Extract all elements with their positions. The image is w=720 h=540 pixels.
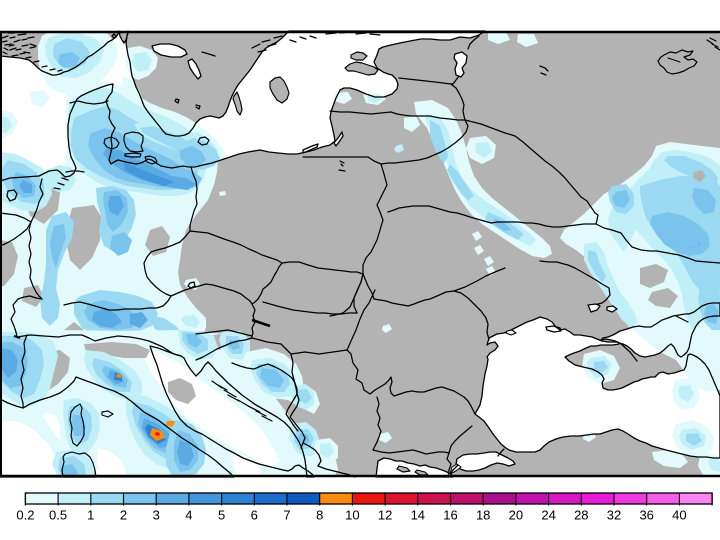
svg-text:4: 4 bbox=[185, 508, 192, 523]
svg-text:24: 24 bbox=[541, 508, 555, 523]
svg-text:36: 36 bbox=[639, 508, 653, 523]
svg-text:16: 16 bbox=[443, 508, 457, 523]
svg-text:8: 8 bbox=[316, 508, 323, 523]
svg-text:32: 32 bbox=[607, 508, 621, 523]
svg-text:0.5: 0.5 bbox=[49, 508, 67, 523]
svg-text:6: 6 bbox=[251, 508, 258, 523]
svg-text:0.2: 0.2 bbox=[16, 508, 34, 523]
svg-text:2: 2 bbox=[120, 508, 127, 523]
svg-text:20: 20 bbox=[509, 508, 523, 523]
svg-text:14: 14 bbox=[411, 508, 425, 523]
svg-text:18: 18 bbox=[476, 508, 490, 523]
svg-text:7: 7 bbox=[283, 508, 290, 523]
svg-text:40: 40 bbox=[672, 508, 686, 523]
svg-text:28: 28 bbox=[574, 508, 588, 523]
svg-text:5: 5 bbox=[218, 508, 225, 523]
svg-text:3: 3 bbox=[153, 508, 160, 523]
svg-text:12: 12 bbox=[378, 508, 392, 523]
svg-text:10: 10 bbox=[345, 508, 359, 523]
svg-text:1: 1 bbox=[87, 508, 94, 523]
